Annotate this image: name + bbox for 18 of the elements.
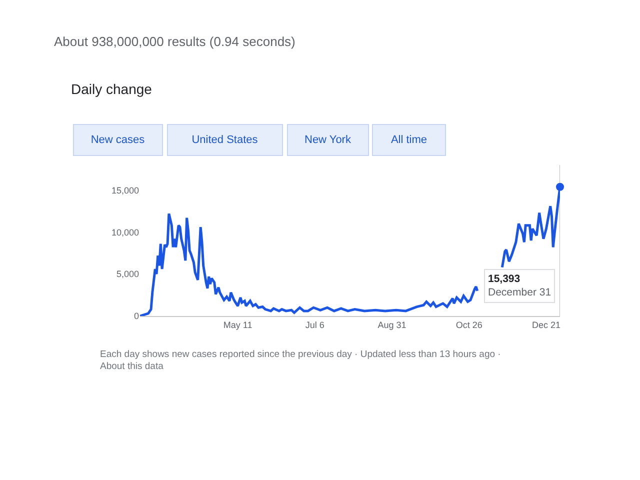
text: New cases bbox=[90, 134, 146, 146]
y-tick-label: 10,000 bbox=[111, 227, 139, 238]
x-tick-label: Aug 31 bbox=[378, 320, 406, 330]
text: About 938,000,000 results (0.94 seconds) bbox=[54, 34, 296, 49]
text: About this data bbox=[100, 361, 164, 372]
x-tick-label: Jul 6 bbox=[305, 320, 324, 330]
text: Each day shows new cases reported since the previous day · Updated less than 13 hours ago · bbox=[100, 349, 501, 360]
x-tick-label: Dec 21 bbox=[532, 320, 560, 330]
y-tick-label: 5,000 bbox=[116, 269, 139, 280]
x-tick-label: Oct 26 bbox=[456, 320, 482, 330]
y-tick-label: 15,000 bbox=[111, 185, 139, 196]
annotation: 15,393 December 31 bbox=[488, 273, 552, 299]
y-tick-label: 0 bbox=[134, 311, 139, 322]
text: All time bbox=[390, 134, 428, 146]
x-tick-label: May 11 bbox=[223, 320, 252, 330]
text: New York bbox=[304, 134, 352, 146]
text: United States bbox=[192, 134, 258, 146]
chart-title: Daily change bbox=[71, 80, 152, 97]
